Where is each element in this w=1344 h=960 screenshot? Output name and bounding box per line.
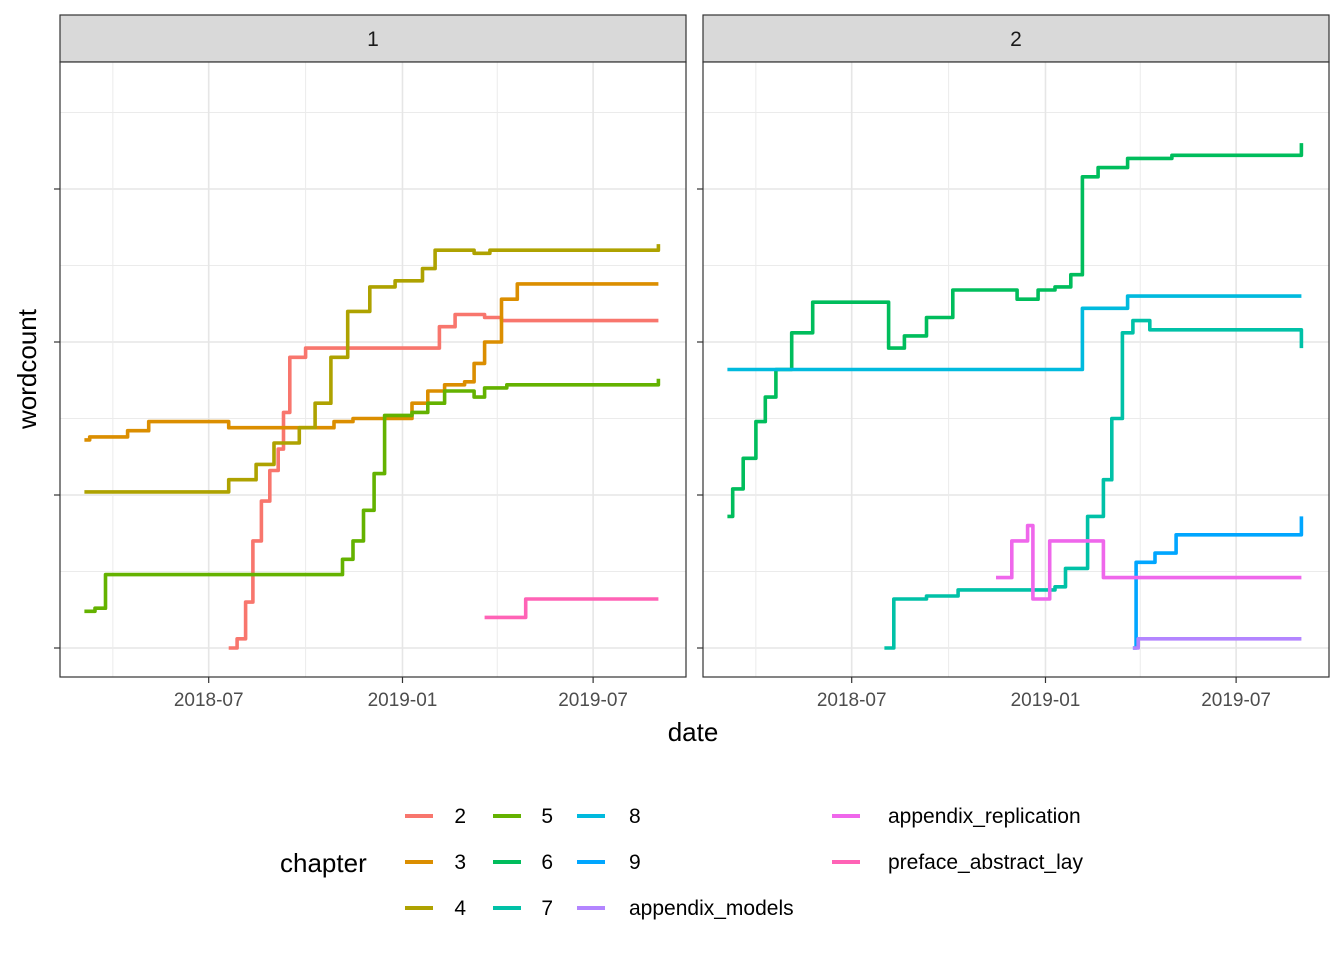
legend-label: 5 bbox=[541, 805, 553, 828]
legend-item-6: 6 bbox=[493, 851, 553, 874]
legend: chapter 2 3 4 5 6 7 8 9 appendix_models appendix_… bbox=[280, 805, 1083, 920]
legend-item-appendix-models: appendix_models bbox=[577, 897, 794, 920]
x-tick-label: 2018-07 bbox=[174, 690, 244, 711]
facet-strip-label: 1 bbox=[367, 28, 379, 51]
panel-2: 2 2018-07 2019-01 2019-07 bbox=[697, 14, 1330, 711]
series-line-7 bbox=[884, 318, 1304, 650]
legend-label: 9 bbox=[629, 851, 641, 874]
legend-item-appendix-replication: appendix_replication bbox=[832, 805, 1081, 828]
facet-strip bbox=[59, 14, 687, 63]
y-axis-title: wordcount bbox=[12, 308, 42, 430]
panel-background bbox=[60, 62, 686, 677]
series-line-preface-abstract-lay bbox=[484, 597, 659, 620]
series-line-appendix-replication bbox=[996, 523, 1302, 601]
facet-strip bbox=[702, 14, 1330, 63]
panel-border bbox=[702, 61, 1330, 678]
series-line-appendix-models bbox=[1132, 637, 1302, 650]
series-line-3 bbox=[84, 282, 659, 442]
x-axis-title: date bbox=[668, 717, 719, 747]
panel-border bbox=[59, 61, 687, 678]
series-line-8 bbox=[727, 294, 1302, 372]
legend-item-5: 5 bbox=[493, 805, 553, 828]
legend-label: 6 bbox=[541, 851, 553, 874]
legend-label: appendix_models bbox=[629, 897, 794, 920]
legend-label: 2 bbox=[454, 805, 466, 828]
legend-item-preface-abstract-lay: preface_abstract_lay bbox=[832, 851, 1083, 874]
legend-label: 3 bbox=[454, 851, 466, 874]
series-line-9 bbox=[1132, 516, 1304, 650]
panels: 1 2018-07 2019-01 2019-07 2 2018-07 2019-01 201… bbox=[54, 14, 1330, 711]
legend-item-9: 9 bbox=[577, 851, 641, 874]
legend-item-4: 4 bbox=[405, 897, 466, 920]
x-tick-label: 2019-01 bbox=[1011, 690, 1081, 711]
legend-label: appendix_replication bbox=[888, 805, 1081, 828]
legend-item-3: 3 bbox=[405, 851, 466, 874]
series-line-6 bbox=[727, 143, 1304, 519]
legend-label: preface_abstract_lay bbox=[888, 851, 1083, 874]
series-line-5 bbox=[84, 378, 661, 614]
x-tick-label: 2018-07 bbox=[817, 690, 887, 711]
x-tick-label: 2019-01 bbox=[368, 690, 438, 711]
legend-label: 4 bbox=[454, 897, 466, 920]
legend-title: chapter bbox=[280, 848, 367, 878]
panel-1: 1 2018-07 2019-01 2019-07 bbox=[54, 14, 687, 711]
legend-item-2: 2 bbox=[405, 805, 466, 828]
series-line-4 bbox=[84, 244, 661, 494]
gridlines bbox=[60, 62, 686, 677]
facet-strip-label: 2 bbox=[1010, 28, 1022, 51]
x-tick-label: 2019-07 bbox=[558, 690, 628, 711]
legend-label: 7 bbox=[541, 897, 553, 920]
legend-label: 8 bbox=[629, 805, 641, 828]
series-line-2 bbox=[228, 312, 659, 650]
x-tick-label: 2019-07 bbox=[1201, 690, 1271, 711]
legend-item-8: 8 bbox=[577, 805, 641, 828]
legend-item-7: 7 bbox=[493, 897, 553, 920]
